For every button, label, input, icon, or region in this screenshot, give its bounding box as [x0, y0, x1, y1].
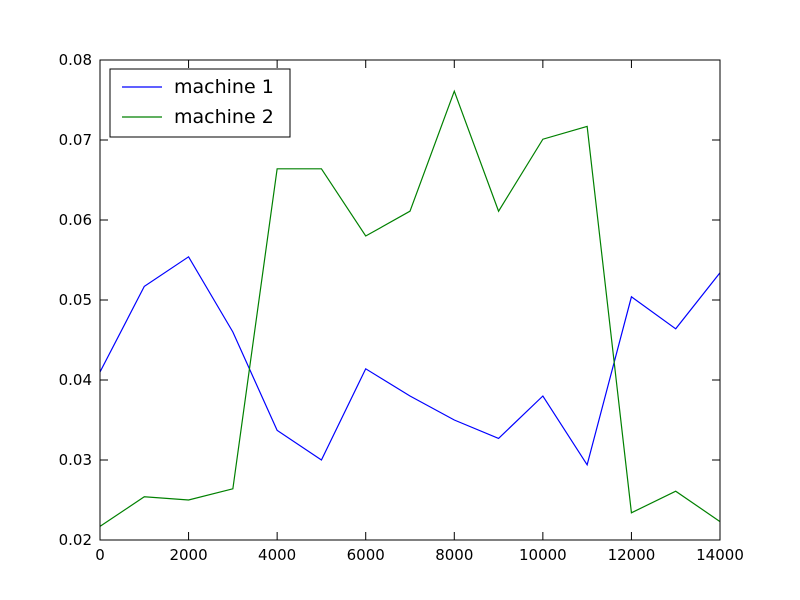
x-tick-label: 12000	[608, 546, 656, 564]
series-layer	[99, 89, 721, 527]
x-tick-label: 10000	[519, 546, 567, 564]
y-tick-label: 0.04	[59, 371, 92, 389]
ticks-layer: 0 2000 4000 6000 8000 10000 12000 14000 0.02 0.03…	[59, 51, 744, 564]
y-tick-label: 0.06	[59, 211, 92, 229]
series-line-machine-2	[99, 89, 721, 527]
x-tick-label: 4000	[258, 546, 296, 564]
legend-label-machine-1: machine 1	[174, 76, 274, 98]
y-tick-label: 0.03	[59, 451, 92, 469]
y-tick-label: 0.02	[59, 531, 92, 549]
y-tick-label: 0.07	[59, 131, 92, 149]
legend: machine 1 machine 2	[109, 68, 291, 138]
x-tick-label: 0	[95, 546, 105, 564]
x-tick-label: 2000	[169, 546, 207, 564]
plot-frame	[99, 59, 721, 541]
x-tick-label: 14000	[696, 546, 744, 564]
y-tick-label: 0.05	[59, 291, 92, 309]
legend-box	[109, 68, 291, 138]
y-tick-label: 0.08	[59, 51, 92, 69]
x-tick-label: 6000	[347, 546, 385, 564]
series-line-machine-1	[99, 255, 721, 467]
legend-label-machine-2: machine 2	[174, 106, 274, 128]
x-tick-label: 8000	[435, 546, 473, 564]
